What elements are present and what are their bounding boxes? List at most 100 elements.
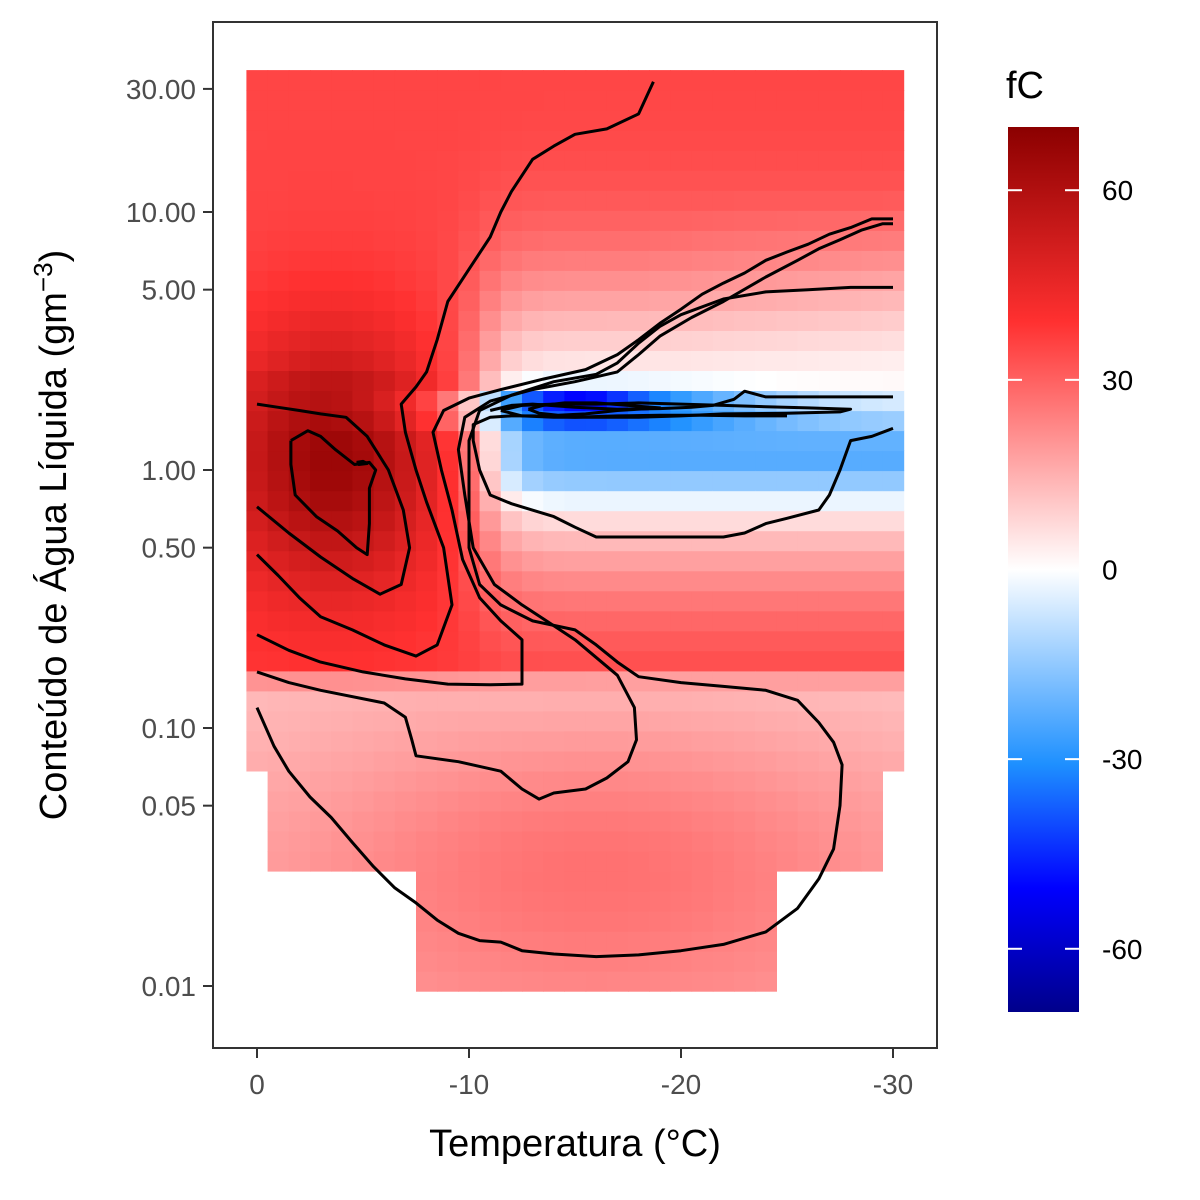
- heatmap-cell: [267, 831, 290, 852]
- heatmap-cell: [840, 170, 862, 191]
- heatmap-cell: [755, 650, 777, 672]
- heatmap-cell: [373, 410, 396, 432]
- heatmap-cell: [691, 210, 714, 231]
- heatmap-cell: [479, 310, 502, 331]
- heatmap-cell: [522, 490, 544, 512]
- heatmap-cell: [840, 790, 862, 812]
- heatmap-cell: [755, 750, 777, 772]
- heatmap-cell: [500, 630, 523, 652]
- heatmap-cell: [500, 670, 523, 692]
- heatmap-cell: [818, 70, 841, 91]
- heatmap-cell: [670, 790, 693, 812]
- heatmap-cell: [691, 250, 714, 271]
- heatmap-cell: [416, 630, 438, 652]
- heatmap-cell: [416, 390, 438, 412]
- heatmap-cell: [818, 210, 841, 231]
- heatmap-cell: [288, 510, 311, 532]
- heatmap-cell: [331, 290, 353, 311]
- heatmap-cell: [543, 590, 565, 612]
- heatmap-cell: [522, 250, 544, 271]
- heatmap-cell: [840, 70, 862, 91]
- heatmap-cell: [797, 170, 820, 191]
- heatmap-cell: [606, 811, 629, 832]
- heatmap-cell: [479, 430, 502, 452]
- heatmap-cell: [500, 110, 523, 131]
- heatmap-cell: [310, 750, 332, 772]
- heatmap-cell: [500, 230, 523, 251]
- heatmap-cell: [373, 70, 396, 91]
- heatmap-cell: [882, 230, 905, 251]
- heatmap-cell: [352, 770, 375, 792]
- heatmap-cell: [373, 730, 396, 752]
- heatmap-cell: [670, 170, 693, 191]
- heatmap-cell: [755, 770, 777, 792]
- heatmap-cell: [776, 811, 799, 832]
- heatmap-cell: [797, 831, 820, 852]
- heatmap-cell: [670, 390, 693, 412]
- heatmap-cell: [712, 570, 735, 592]
- heatmap-cell: [755, 570, 777, 592]
- heatmap-cell: [840, 190, 862, 211]
- heatmap-cell: [755, 210, 777, 231]
- heatmap-cell: [522, 670, 544, 692]
- heatmap-cell: [458, 871, 481, 892]
- heatmap-cell: [861, 710, 883, 732]
- heatmap-cell: [585, 450, 608, 472]
- heatmap-cell: [585, 871, 608, 892]
- heatmap-cell: [882, 570, 905, 592]
- heatmap-cell: [373, 610, 396, 632]
- heatmap-cell: [394, 570, 417, 592]
- heatmap-cell: [543, 470, 565, 492]
- heatmap-cell: [691, 510, 714, 532]
- heatmap-cell: [649, 550, 671, 572]
- heatmap-cell: [797, 190, 820, 211]
- heatmap-cell: [310, 230, 332, 251]
- heatmap-cell: [458, 190, 481, 211]
- heatmap-cell: [394, 410, 417, 432]
- heatmap-cell: [373, 851, 396, 872]
- heatmap-cell: [585, 971, 608, 992]
- heatmap-cell: [755, 310, 777, 331]
- heatmap-cell: [394, 370, 417, 391]
- heatmap-cell: [712, 630, 735, 652]
- heatmap-cell: [288, 831, 311, 852]
- heatmap-cell: [267, 290, 290, 311]
- heatmap-cell: [840, 290, 862, 311]
- heatmap-cell: [437, 590, 459, 612]
- heatmap-cell: [522, 971, 544, 992]
- heatmap-cell: [734, 790, 756, 812]
- heatmap-cell: [734, 871, 756, 892]
- heatmap-cell: [628, 370, 650, 391]
- heatmap-cell: [394, 430, 417, 452]
- heatmap-cell: [649, 871, 671, 892]
- heatmap-cell: [479, 110, 502, 131]
- heatmap-cell: [797, 650, 820, 672]
- heatmap-cell: [416, 270, 438, 291]
- heatmap-cell: [394, 690, 417, 712]
- heatmap-cell: [649, 610, 671, 632]
- heatmap-cell: [394, 350, 417, 371]
- heatmap-cell: [416, 130, 438, 151]
- heatmap-cell: [606, 710, 629, 732]
- heatmap-cell: [818, 90, 841, 111]
- heatmap-cell: [288, 811, 311, 832]
- heatmap-cell: [649, 530, 671, 552]
- heatmap-cell: [437, 931, 459, 952]
- heatmap-cell: [522, 650, 544, 672]
- heatmap-cell: [670, 450, 693, 472]
- heatmap-cell: [755, 911, 777, 932]
- heatmap-cell: [585, 430, 608, 452]
- heatmap-cell: [246, 370, 269, 391]
- heatmap-cell: [352, 590, 375, 612]
- heatmap-cell: [818, 831, 841, 852]
- heatmap-cell: [818, 270, 841, 291]
- heatmap-cell: [712, 150, 735, 171]
- heatmap-cell: [734, 690, 756, 712]
- heatmap-cell: [776, 831, 799, 852]
- heatmap-cell: [585, 630, 608, 652]
- heatmap-cell: [267, 790, 290, 812]
- heatmap-cell: [861, 490, 883, 512]
- heatmap-cell: [479, 270, 502, 291]
- heatmap-cell: [373, 350, 396, 371]
- heatmap-cell: [310, 831, 332, 852]
